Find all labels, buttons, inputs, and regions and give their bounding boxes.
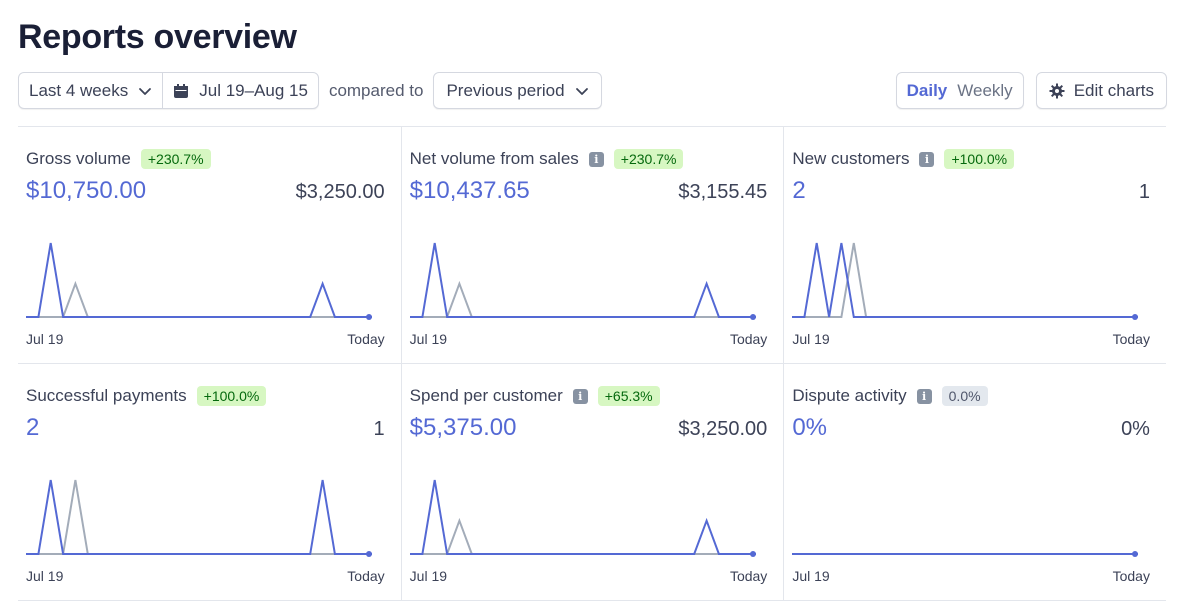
range-select[interactable]: Last 4 weeks	[19, 73, 162, 108]
current-period-line	[26, 479, 372, 555]
metric-label: New customers	[792, 149, 910, 168]
page-title: Reports overview	[18, 18, 297, 56]
metric-card[interactable]: New customers i +100.0% 2 1 Jul 19 Today	[783, 127, 1166, 363]
interval-toggle: Daily Weekly	[895, 72, 1024, 109]
x-axis-end-label: Today	[729, 568, 768, 584]
chart-tools: Daily Weekly Edit charts	[895, 72, 1167, 109]
toggle-daily[interactable]: Daily	[906, 80, 948, 100]
x-axis-start-label: Jul 19	[792, 331, 830, 347]
metric-label: Successful payments	[26, 386, 187, 405]
info-icon[interactable]: i	[919, 151, 935, 167]
today-point	[1132, 551, 1139, 557]
info-icon[interactable]: i	[588, 151, 604, 167]
metric-label: Net volume from sales	[409, 149, 579, 168]
current-value: $10,750.00	[26, 177, 147, 204]
compare-period-select[interactable]: Previous period	[433, 72, 602, 109]
compared-to-label: compared to	[328, 80, 424, 100]
x-axis-end-label: Today	[347, 331, 385, 347]
current-period-line	[409, 242, 756, 318]
x-axis-start-label: Jul 19	[409, 568, 448, 584]
today-point	[749, 551, 756, 557]
metric-header: Spend per customer i +65.3%	[410, 386, 660, 406]
chevron-down-icon	[139, 87, 152, 95]
current-value: 2	[26, 414, 40, 441]
current-period-line	[409, 479, 756, 555]
metric-card[interactable]: Successful payments +100.0% 2 1 Jul 19 T…	[18, 364, 401, 600]
sparkline-chart[interactable]	[409, 464, 756, 560]
previous-value: 1	[1138, 181, 1150, 203]
previous-value: $3,250.00	[295, 181, 385, 203]
date-toolbar: Last 4 weeks Jul 19–Aug 15 compared to P…	[18, 72, 602, 109]
sparkline-chart[interactable]	[792, 227, 1139, 323]
metric-card[interactable]: Spend per customer i +65.3% $5,375.00 $3…	[400, 364, 784, 600]
today-point	[1132, 314, 1139, 320]
x-axis-end-label: Today	[347, 568, 385, 584]
date-picker-button[interactable]: Jul 19–Aug 15	[162, 73, 318, 108]
previous-value: 1	[373, 418, 385, 440]
metric-label: Gross volume	[26, 149, 131, 168]
metric-header: Gross volume +230.7%	[26, 149, 211, 169]
current-value: 0%	[792, 414, 827, 441]
change-badge: +100.0%	[196, 386, 267, 406]
range-select-label: Last 4 weeks	[29, 80, 129, 100]
compare-period-label: Previous period	[446, 80, 565, 100]
x-axis-end-label: Today	[1112, 568, 1150, 584]
metrics-row: Gross volume +230.7% $10,750.00 $3,250.0…	[18, 127, 1166, 364]
x-axis-start-label: Jul 19	[26, 568, 64, 584]
metrics-grid: Gross volume +230.7% $10,750.00 $3,250.0…	[18, 126, 1166, 601]
metrics-row: Successful payments +100.0% 2 1 Jul 19 T…	[18, 364, 1166, 601]
x-axis-start-label: Jul 19	[792, 568, 830, 584]
metric-header: Net volume from sales i +230.7%	[410, 149, 684, 169]
calendar-icon	[174, 83, 189, 98]
change-badge: +230.7%	[140, 149, 211, 169]
current-value: $5,375.00	[409, 414, 517, 441]
x-axis-start-label: Jul 19	[26, 331, 64, 347]
toggle-weekly[interactable]: Weekly	[957, 80, 1013, 100]
metric-header: Successful payments +100.0%	[26, 386, 267, 406]
today-point	[366, 314, 372, 320]
metric-card[interactable]: Dispute activity i 0.0% 0% 0% Jul 19 Tod…	[783, 364, 1166, 600]
change-badge: +230.7%	[613, 149, 684, 169]
metric-label: Spend per customer	[409, 386, 563, 405]
previous-value: $3,250.00	[678, 418, 768, 440]
x-axis-start-label: Jul 19	[409, 331, 448, 347]
previous-value: 0%	[1121, 418, 1150, 440]
metric-card[interactable]: Net volume from sales i +230.7% $10,437.…	[400, 127, 784, 363]
today-point	[749, 314, 756, 320]
edit-charts-button[interactable]: Edit charts	[1035, 72, 1167, 109]
change-badge: +100.0%	[944, 149, 1015, 169]
edit-charts-label: Edit charts	[1073, 80, 1154, 100]
previous-value: $3,155.45	[678, 181, 768, 203]
sparkline-chart[interactable]	[409, 227, 756, 323]
current-period-line	[26, 242, 372, 318]
sparkline-chart[interactable]	[26, 227, 372, 323]
chevron-down-icon	[575, 87, 588, 95]
metric-header: New customers i +100.0%	[792, 149, 1015, 169]
date-range-control: Last 4 weeks Jul 19–Aug 15	[18, 72, 319, 109]
sparkline-chart[interactable]	[792, 464, 1139, 560]
info-icon[interactable]: i	[572, 388, 588, 404]
metric-card[interactable]: Gross volume +230.7% $10,750.00 $3,250.0…	[18, 127, 401, 363]
x-axis-end-label: Today	[1112, 331, 1150, 347]
date-range-label: Jul 19–Aug 15	[199, 80, 308, 100]
change-badge: +65.3%	[597, 386, 660, 406]
current-value: $10,437.65	[409, 177, 530, 204]
current-period-line	[792, 242, 1139, 318]
today-point	[366, 551, 372, 557]
sparkline-chart[interactable]	[26, 464, 372, 560]
change-badge: 0.0%	[941, 386, 988, 406]
info-icon[interactable]: i	[916, 388, 932, 404]
metric-header: Dispute activity i 0.0%	[792, 386, 988, 406]
metric-label: Dispute activity	[792, 386, 907, 405]
current-value: 2	[792, 177, 806, 204]
x-axis-end-label: Today	[729, 331, 768, 347]
gear-icon	[1049, 83, 1065, 98]
